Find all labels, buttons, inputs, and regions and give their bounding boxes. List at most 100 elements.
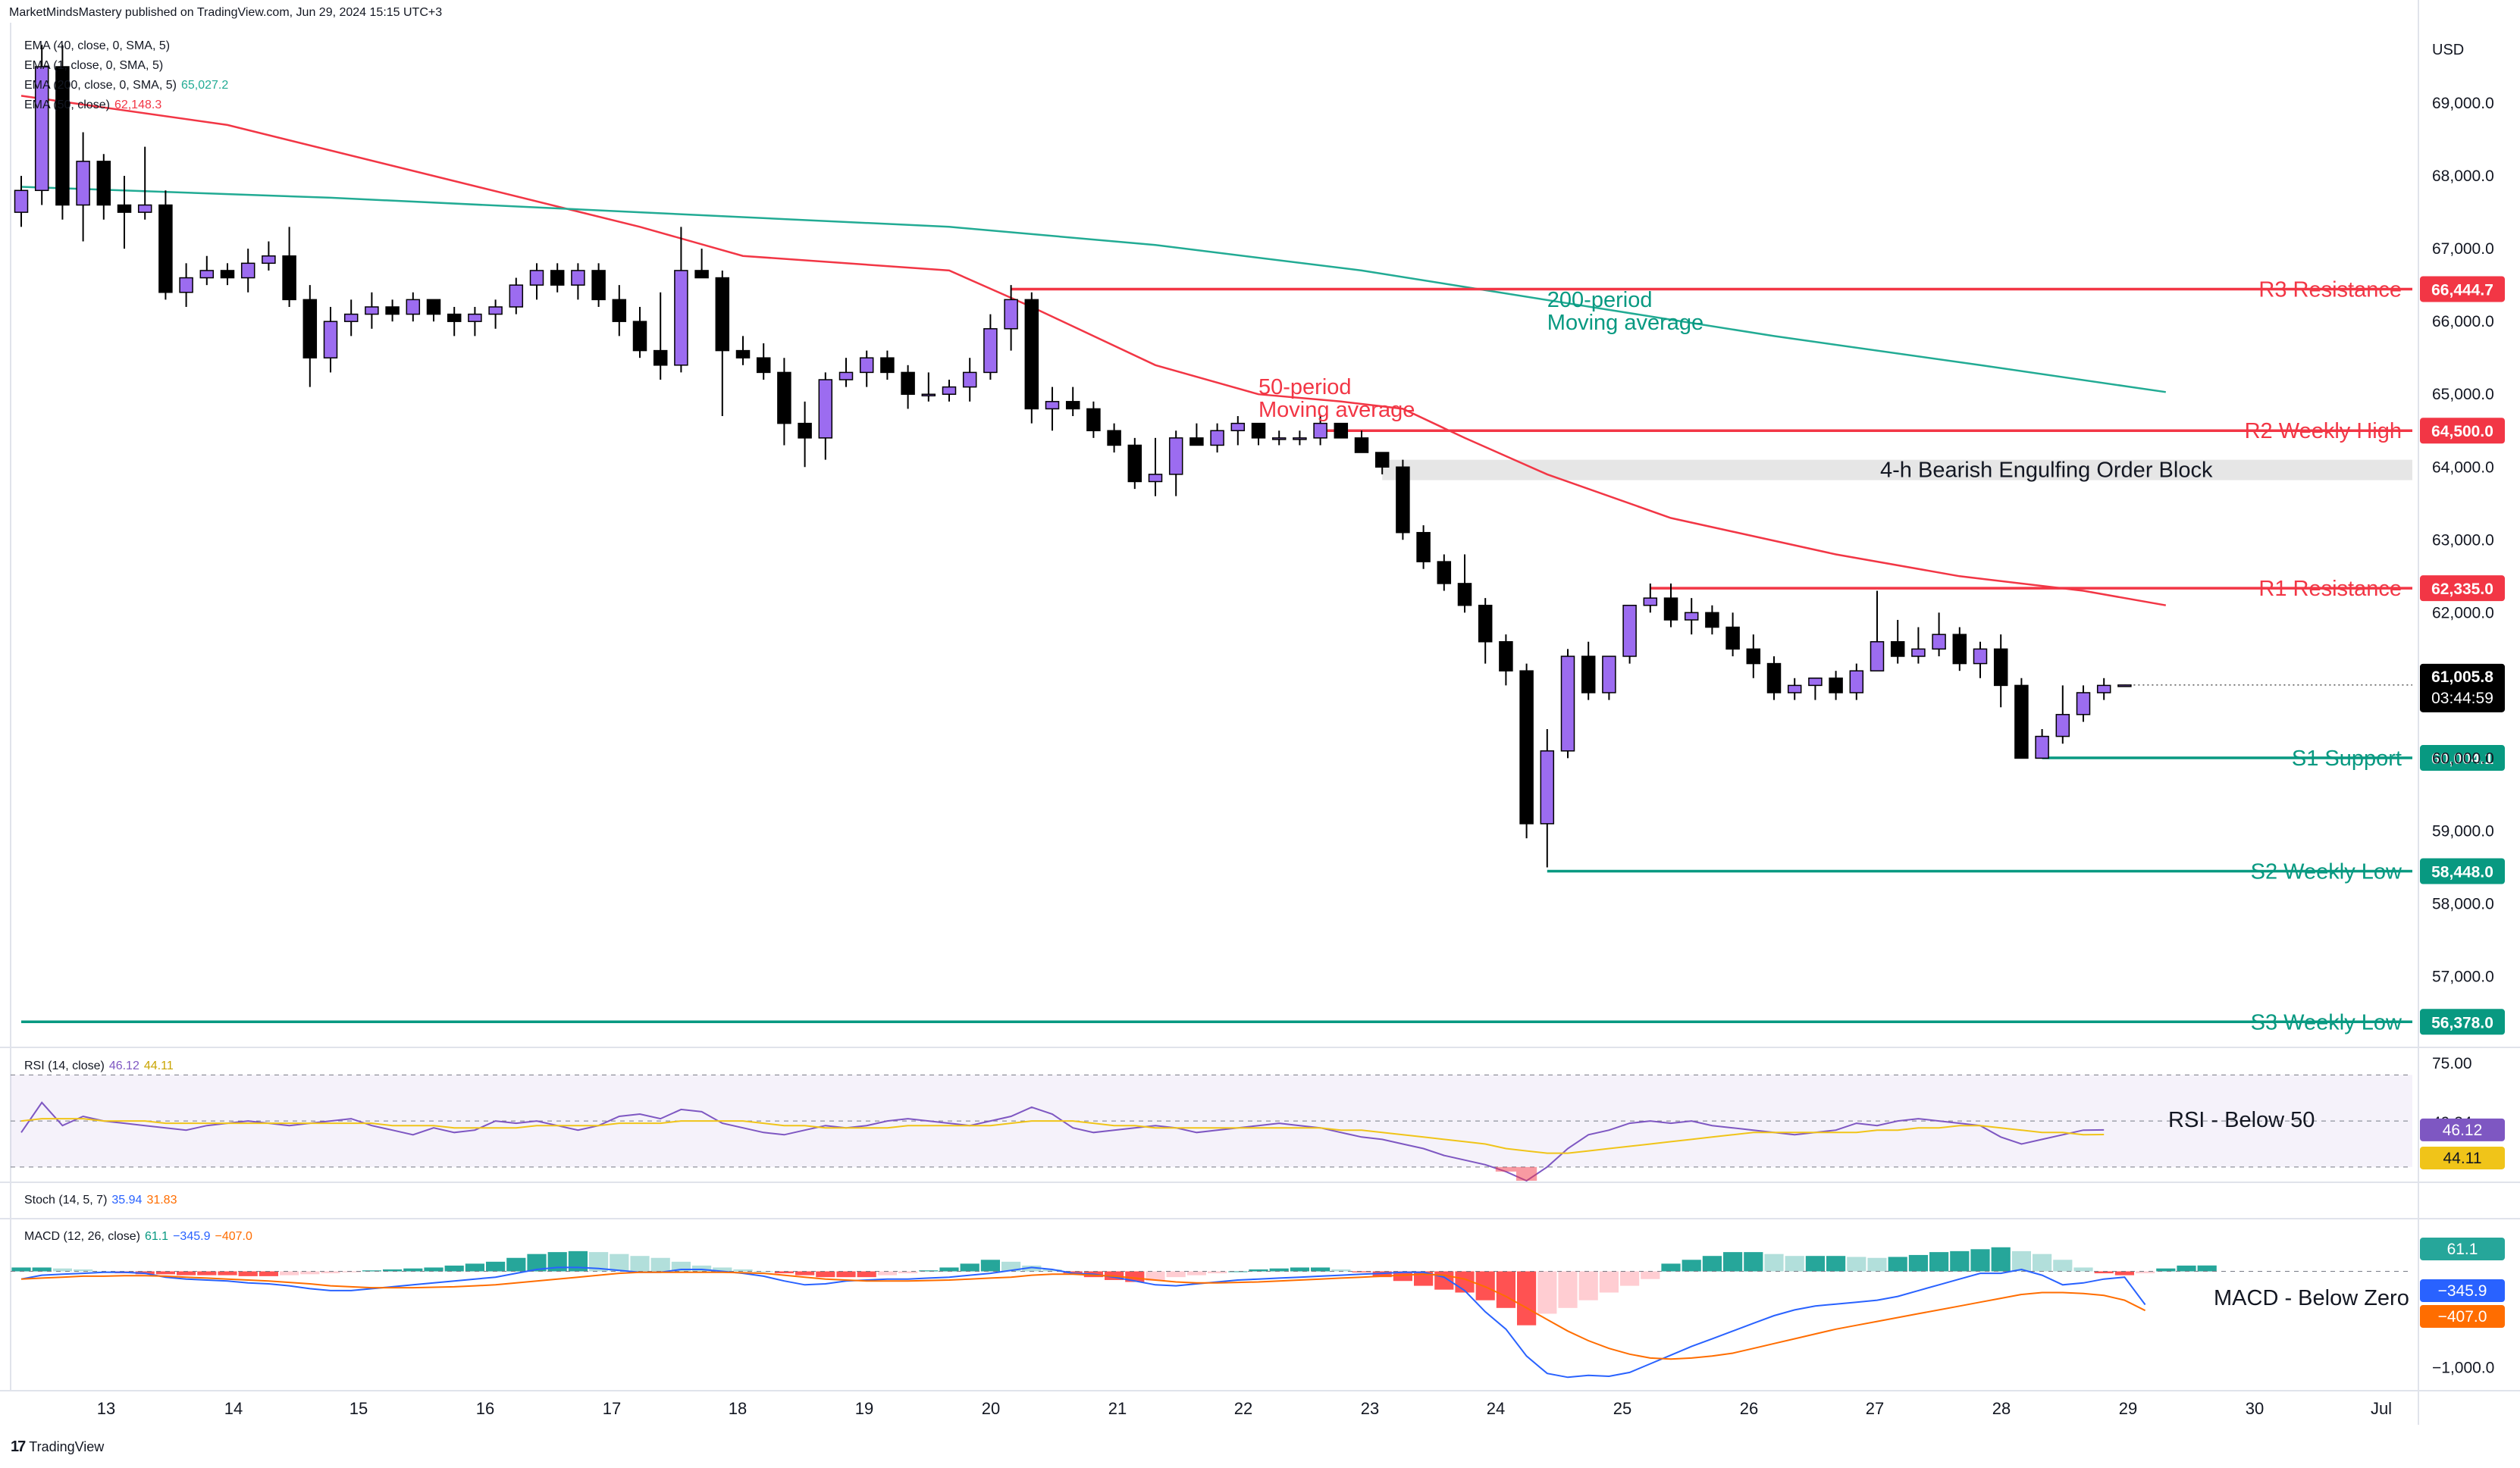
candle [1684, 598, 1699, 635]
candle [199, 255, 215, 286]
candle [1932, 612, 1946, 656]
candle [1808, 678, 1823, 700]
macd-histogram-bar [1372, 1271, 1392, 1278]
candle [509, 277, 524, 315]
macd-histogram-bar [1847, 1257, 1866, 1272]
rsi-tick-label: 75.00 [2432, 1055, 2472, 1072]
publish-info: MarketMindsMastery published on TradingV… [9, 6, 443, 19]
candle-body [942, 386, 957, 395]
candle [1766, 656, 1782, 700]
macd-histogram-bar [1331, 1269, 1351, 1272]
candle [158, 190, 173, 300]
macd-histogram-bar [1929, 1252, 1949, 1272]
candle-body [1189, 437, 1204, 446]
candle-body [962, 371, 977, 388]
candle [818, 372, 833, 460]
macd-histogram-bar [1022, 1265, 1042, 1272]
candle-body [1499, 641, 1513, 671]
level-price-text: 62,335.0 [2431, 581, 2493, 598]
price-tick-label: 63,000.0 [2432, 531, 2494, 549]
macd-histogram-bar [898, 1271, 918, 1274]
macd-value-text: −345.9 [2438, 1282, 2487, 1300]
price-tick-label: 62,000.0 [2432, 604, 2494, 621]
macd-histogram-bar [774, 1271, 794, 1274]
macd-histogram-bar [713, 1267, 732, 1272]
candle-body [1396, 466, 1410, 534]
candle-body [1127, 444, 1142, 483]
candle [529, 263, 544, 300]
candle [1643, 583, 1658, 613]
candle [838, 358, 854, 387]
candle-body [1086, 408, 1101, 431]
macd-histogram-bar [2033, 1254, 2052, 1272]
candle-body [1973, 648, 1988, 665]
candle [735, 336, 751, 365]
candle [365, 292, 379, 329]
candle [179, 263, 193, 307]
candle-body [1230, 422, 1246, 431]
macd-histogram-bar [300, 1271, 320, 1275]
candle-body [137, 204, 152, 213]
candle [777, 358, 791, 446]
macd-histogram-bar [1434, 1271, 1454, 1290]
macd-histogram-bar [1970, 1249, 1990, 1272]
candle-body [1829, 678, 1843, 693]
time-tick-label: Jul [2371, 1399, 2392, 1418]
candle-body [2035, 735, 2049, 759]
price-tick-label: 60,000.0 [2432, 750, 2494, 767]
legend-macd: MACD (12, 26, close) 61.1 −345.9 −407.0 [24, 1230, 252, 1243]
candle [1065, 387, 1080, 417]
macd-histogram-bar [960, 1263, 979, 1272]
candle [1519, 663, 1534, 839]
macd-histogram-bar [1269, 1268, 1289, 1272]
candle [1705, 605, 1719, 635]
candle [302, 285, 318, 387]
candle [488, 299, 503, 329]
candle [1437, 554, 1452, 591]
macd-histogram-bar [1805, 1256, 1825, 1272]
macd-histogram-bar [816, 1271, 835, 1278]
legend-stoch: Stoch (14, 5, 7) 35.94 31.83 [24, 1194, 177, 1207]
order-block-label: 4-h Bearish Engulfing Order Block [1880, 459, 2213, 483]
time-tick-label: 25 [1613, 1399, 1631, 1418]
macd-histogram-bar [1599, 1271, 1619, 1293]
candle-body [468, 313, 482, 322]
candle [983, 314, 998, 380]
macd-histogram-bar [1744, 1252, 1763, 1272]
candle [2076, 685, 2091, 722]
macd-histogram-bar [280, 1271, 299, 1276]
candle-body [488, 306, 503, 315]
candle [1602, 656, 1616, 700]
macd-histogram-bar [919, 1270, 939, 1272]
time-tick-label: 30 [2246, 1399, 2264, 1418]
time-tick-label: 18 [729, 1399, 747, 1418]
candle-body [1622, 604, 1637, 657]
candle [1230, 416, 1246, 446]
time-tick-label: 26 [1740, 1399, 1758, 1418]
legend-ema-50: EMA (50, close) 62,148.3 [24, 99, 162, 111]
candle-body [550, 270, 565, 286]
macd-histogram-bar [1661, 1263, 1681, 1272]
candle-body [1334, 422, 1349, 439]
candle-body [735, 349, 751, 358]
candle [859, 350, 874, 387]
candle-body [76, 161, 90, 206]
macd-histogram-bar [1393, 1271, 1412, 1282]
macd-histogram-bar [650, 1257, 670, 1272]
candle-body [55, 66, 70, 206]
time-tick-label: 20 [982, 1399, 1000, 1418]
candle-body [571, 270, 585, 286]
time-tick-label: 21 [1108, 1399, 1127, 1418]
level-price-tag [2420, 276, 2505, 302]
footer: 17 TradingView [11, 1438, 104, 1456]
candle [1024, 292, 1039, 424]
level-price-tag [2420, 575, 2505, 602]
macd-histogram-bar [1950, 1250, 1970, 1272]
last-price-tag [2420, 663, 2505, 712]
candle [1787, 678, 1802, 700]
candle-body [632, 321, 647, 352]
candle [921, 372, 936, 402]
candle-body [1168, 437, 1183, 475]
candle-body [199, 270, 215, 279]
last-price-text: 61,005.8 [2431, 668, 2493, 686]
